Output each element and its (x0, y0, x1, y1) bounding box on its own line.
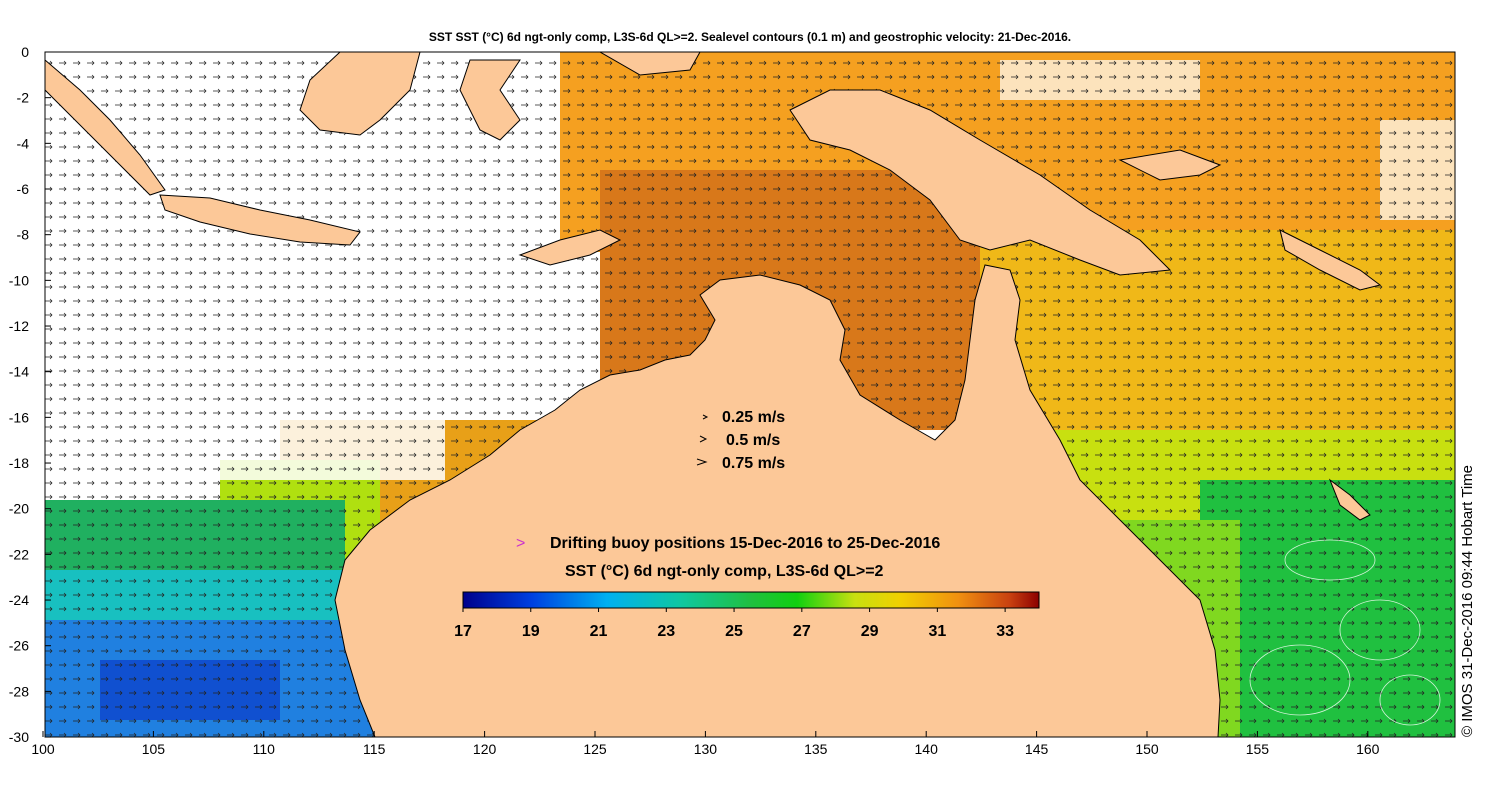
x-tick-label: 160 (1356, 741, 1380, 757)
colorbar-tick-label: 17 (454, 623, 472, 640)
sealevel-contours (1249, 539, 1441, 726)
land-borneo (299, 52, 421, 136)
x-tick-label: 130 (694, 741, 718, 757)
buoy-legend: > Drifting buoy positions 15-Dec-2016 to… (516, 535, 940, 552)
y-tick-label: -8 (17, 227, 30, 243)
colorbar-tick-label: 31 (928, 623, 946, 640)
y-tick-label: -14 (9, 364, 29, 380)
y-tick-label: -20 (9, 501, 29, 517)
x-tick-label: 135 (804, 741, 828, 757)
y-tick-label: -6 (17, 181, 30, 197)
y-tick-label: -24 (9, 592, 29, 608)
x-axis: 100 105 110 115 120 125 130 135 140 145 150 155 160 (31, 731, 1380, 757)
colorbar-ticks: 17 19 21 23 25 27 29 31 33 (454, 608, 1014, 640)
colorbar-tick-label: 21 (590, 623, 608, 640)
x-tick-label: 120 (473, 741, 497, 757)
x-tick-label: 155 (1246, 741, 1270, 757)
velocity-label-05: 0.5 m/s (726, 432, 780, 449)
map-title: SST SST (°C) 6d ngt-only comp, L3S-6d QL… (428, 30, 1072, 44)
colorbar-tick-label: 33 (996, 623, 1014, 640)
sst-field (45, 52, 1455, 737)
colorbar-tick-label: 23 (657, 623, 675, 640)
y-tick-label: -18 (9, 455, 29, 471)
velocity-arrow-075 (696, 458, 708, 466)
y-tick-label: -10 (9, 272, 29, 288)
x-tick-label: 110 (253, 741, 276, 757)
land-new-guinea (789, 89, 1172, 276)
land-timor (518, 229, 622, 266)
colorbar-tick-label: 29 (861, 623, 879, 640)
colorbar: SST (°C) 6d ngt-only comp, L3S-6d QL>=2 … (454, 563, 1040, 640)
y-tick-label: 0 (21, 44, 29, 60)
x-tick-label: 125 (583, 741, 607, 757)
y-tick-label: -26 (9, 638, 29, 654)
y-tick-label: -30 (9, 729, 29, 745)
velocity-label-025: 0.25 m/s (722, 409, 785, 426)
land-australia (334, 264, 1221, 737)
colorbar-scale (462, 591, 1040, 609)
land-sulawesi (459, 59, 521, 141)
y-tick-label: -4 (17, 135, 30, 151)
land-new-britain (1118, 149, 1222, 181)
colorbar-tick-label: 25 (725, 623, 743, 640)
x-tick-label: 100 (31, 741, 55, 757)
x-tick-label: 105 (142, 741, 166, 757)
land-solomons (1279, 229, 1382, 291)
y-tick-label: -22 (9, 546, 29, 562)
land-java (159, 194, 361, 246)
x-tick-label: 145 (1025, 741, 1049, 757)
land-mindanao (598, 52, 701, 76)
land-new-caledonia (1328, 478, 1371, 521)
velocity-label-075: 0.75 m/s (722, 455, 785, 472)
buoy-marker: > (516, 535, 525, 552)
colorbar-title: SST (°C) 6d ngt-only comp, L3S-6d QL>=2 (565, 563, 884, 580)
y-tick-label: -16 (9, 409, 29, 425)
plot-frame (44, 51, 1456, 738)
colorbar-tick-label: 19 (522, 623, 540, 640)
colorbar-tick-label: 27 (793, 623, 811, 640)
velocity-legend: 0.25 m/s 0.5 m/s 0.75 m/s (696, 409, 785, 472)
x-tick-label: 140 (915, 741, 939, 757)
credit: © IMOS 31-Dec-2016 09:44 Hobart Time (1459, 465, 1476, 737)
y-tick-label: -28 (9, 683, 29, 699)
buoy-label: Drifting buoy positions 15-Dec-2016 to 2… (550, 535, 940, 552)
y-tick-label: -2 (17, 90, 30, 106)
y-tick-label: -12 (9, 318, 29, 334)
y-axis: 0 -2 -4 -6 -8 -10 -12 -14 -16 -18 -20 -22 -24 -26 -28 -… (9, 44, 51, 745)
velocity-arrow-05 (699, 435, 708, 443)
velocity-arrow-025 (702, 414, 709, 420)
land-sumatra (45, 59, 166, 196)
x-tick-label: 115 (363, 741, 386, 757)
x-tick-label: 150 (1135, 741, 1159, 757)
